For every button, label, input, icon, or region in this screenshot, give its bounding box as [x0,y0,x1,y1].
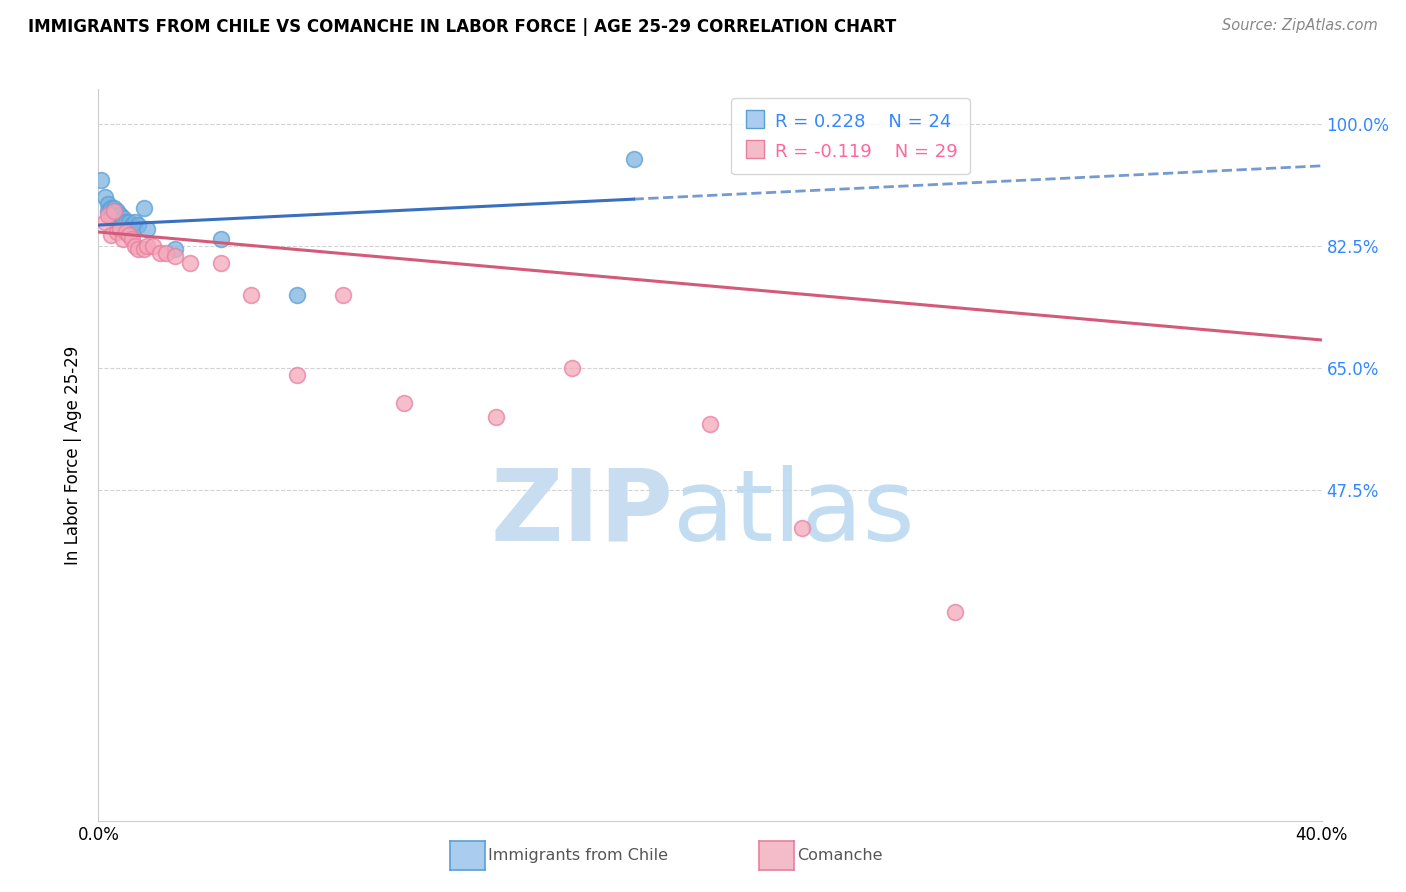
Point [108,221,131,235]
Text: Comanche: Comanche [797,848,883,863]
Point [121,218,143,232]
Point [332,287,354,301]
Point [392,395,416,409]
Point [111,211,134,225]
Point [209,256,232,270]
Point [699,417,721,431]
Point [121,232,143,246]
Point [118,214,141,228]
Point [142,239,165,253]
Point [149,246,172,260]
Y-axis label: In Labor Force | Age 25-29: In Labor Force | Age 25-29 [65,345,83,565]
Point [103,201,125,215]
Point [105,225,128,239]
Point [943,605,966,619]
Point [240,287,263,301]
Point [93,190,115,204]
Point [124,239,146,253]
Point [100,208,122,222]
Point [134,243,156,257]
Text: Immigrants from Chile: Immigrants from Chile [488,848,668,863]
Point [163,249,186,263]
Point [115,225,138,239]
Point [285,287,308,301]
Point [127,243,149,257]
Point [118,228,141,243]
Point [136,239,159,253]
Point [111,232,134,246]
Point [134,201,156,215]
Point [136,221,159,235]
Point [100,201,122,215]
Point [285,368,308,382]
Point [485,409,508,424]
Legend: R = 0.228    N = 24, R = -0.119    N = 29: R = 0.228 N = 24, R = -0.119 N = 29 [731,98,970,174]
Point [124,214,146,228]
Point [155,246,177,260]
Point [561,360,583,375]
Text: ZIP: ZIP [491,465,673,562]
Point [790,521,813,535]
Point [163,243,186,257]
Point [97,204,120,219]
Point [209,232,232,246]
Point [97,208,120,222]
Point [100,228,122,243]
Point [115,214,138,228]
Point [97,197,120,211]
Point [179,256,201,270]
Point [93,214,115,228]
Point [105,204,128,219]
Text: atlas: atlas [673,465,915,562]
Point [108,208,131,222]
Point [105,214,128,228]
Text: IMMIGRANTS FROM CHILE VS COMANCHE IN LABOR FORCE | AGE 25-29 CORRELATION CHART: IMMIGRANTS FROM CHILE VS COMANCHE IN LAB… [28,18,897,36]
Point [623,152,645,166]
Point [103,204,125,219]
Point [127,218,149,232]
Text: Source: ZipAtlas.com: Source: ZipAtlas.com [1222,18,1378,33]
Point [103,208,125,222]
Point [111,218,134,232]
Point [90,173,112,187]
